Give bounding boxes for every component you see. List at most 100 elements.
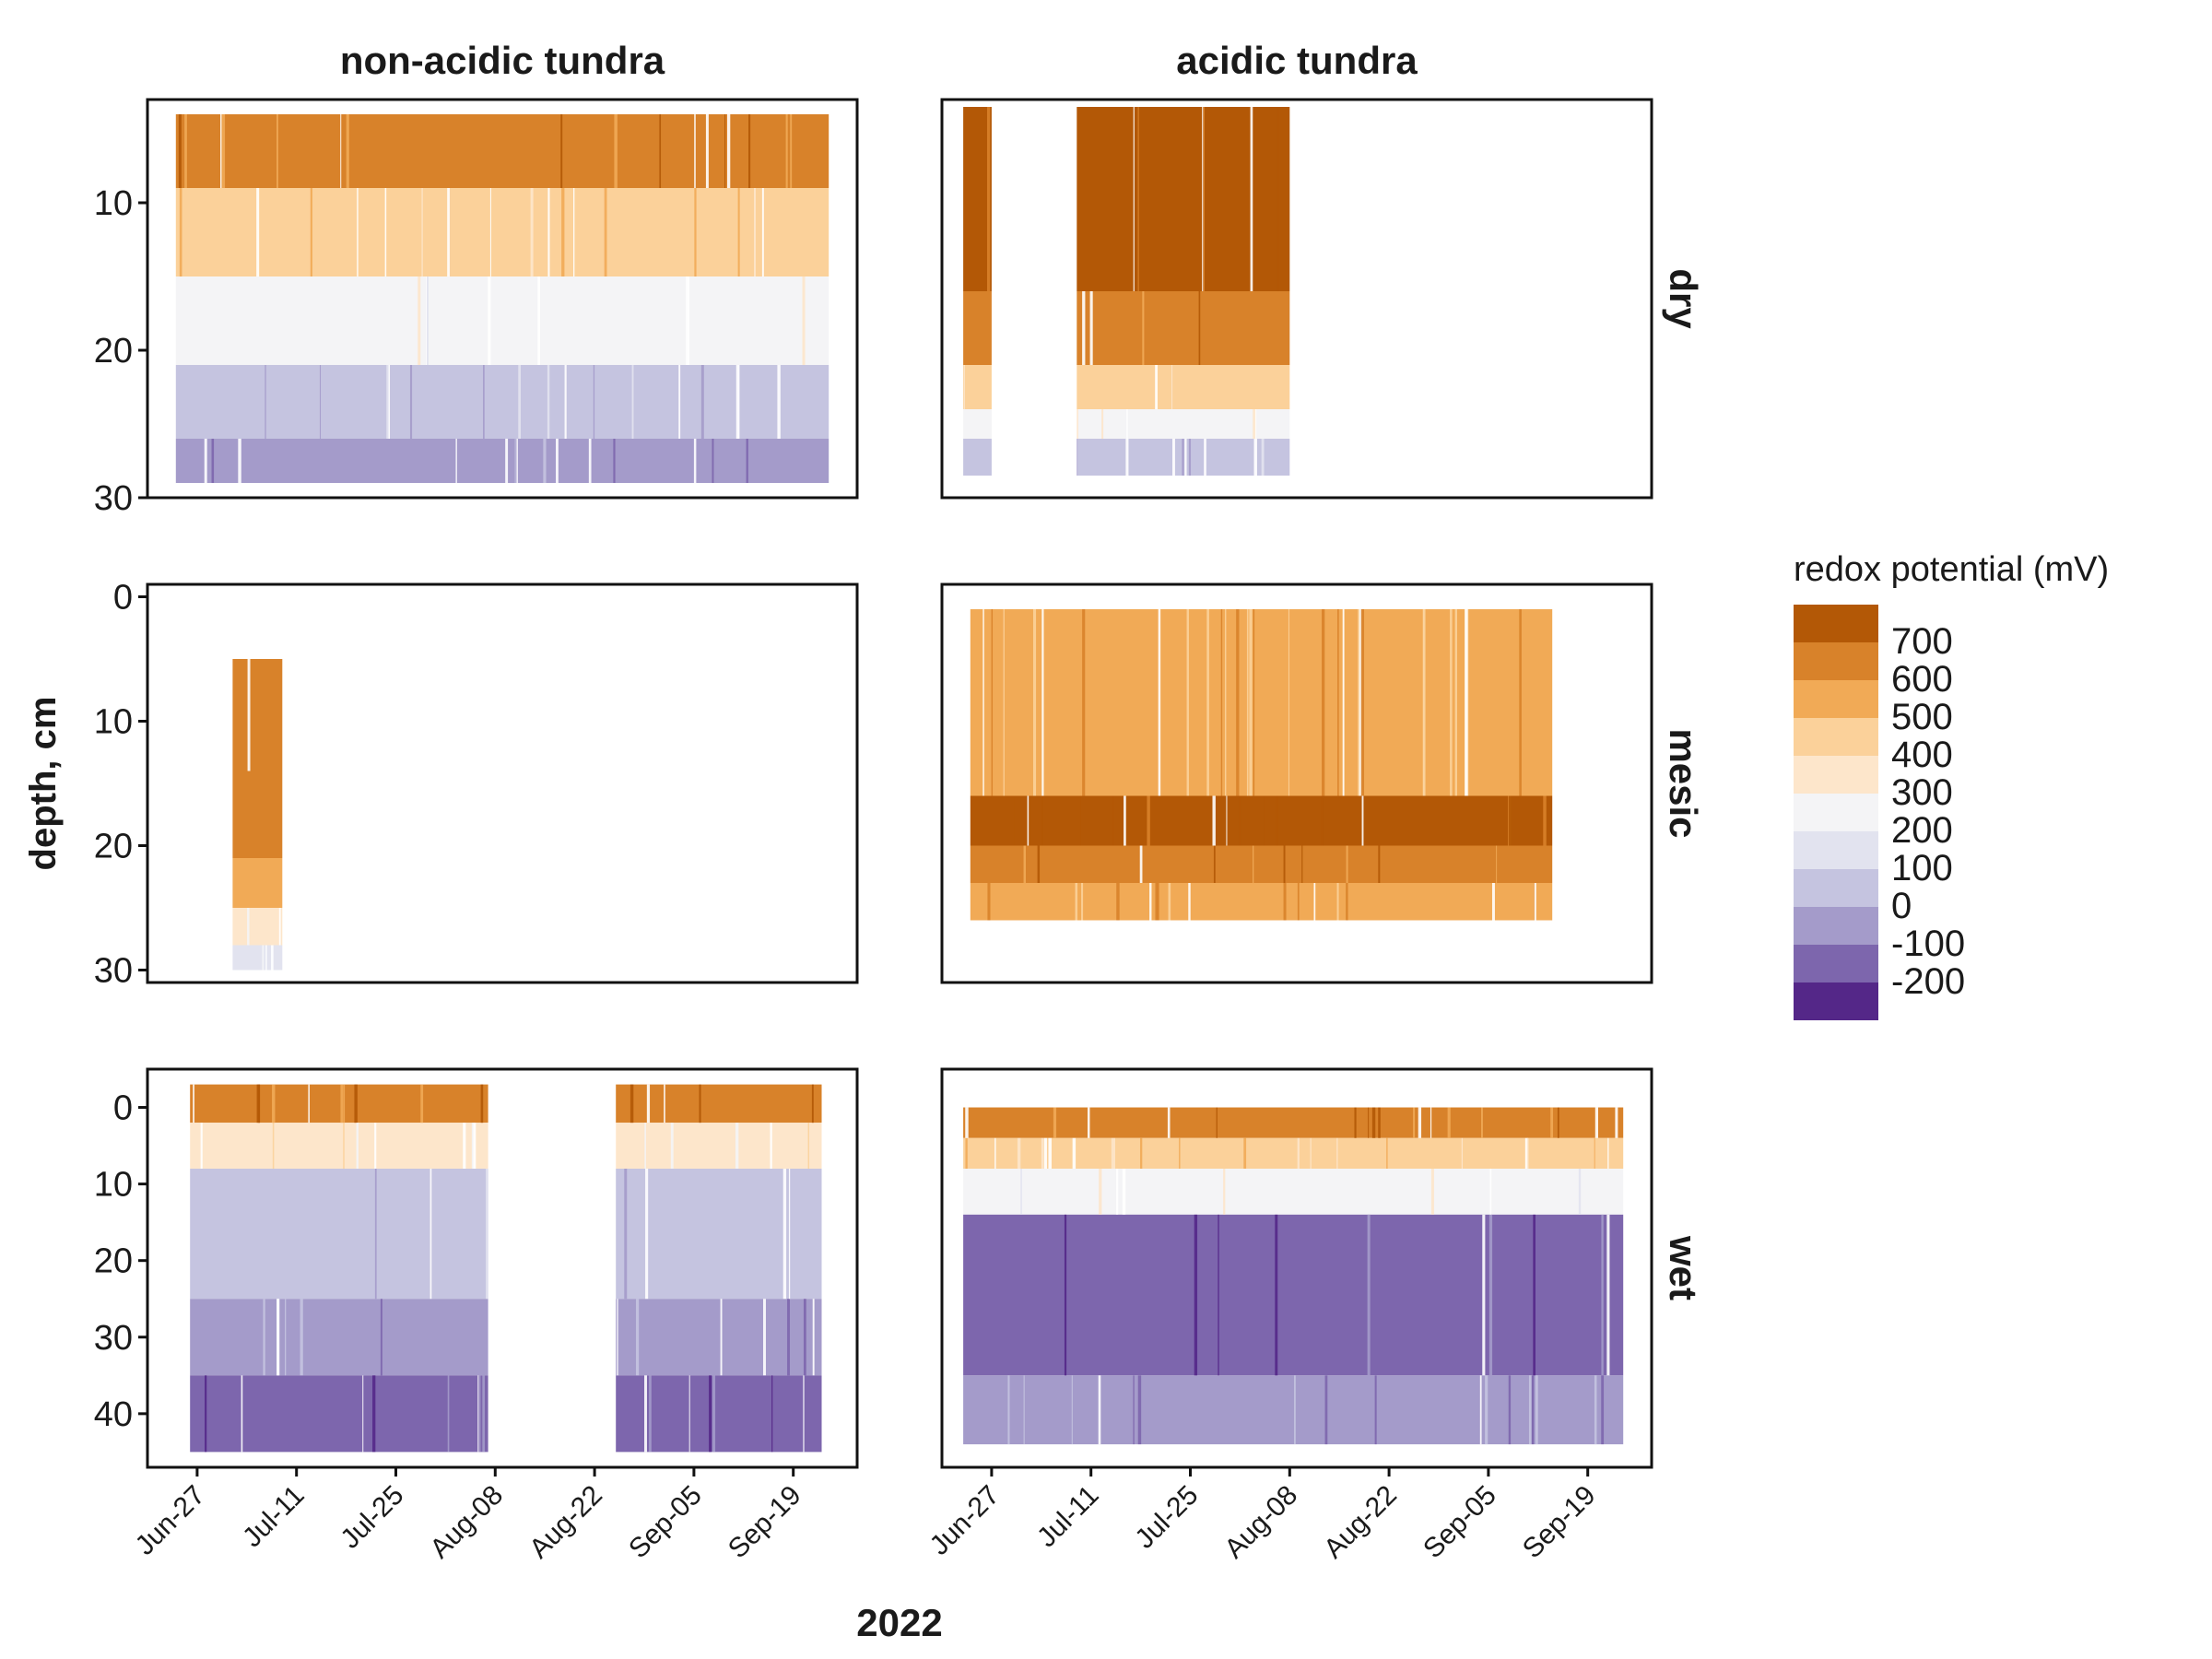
redox-stripe xyxy=(1413,1107,1416,1138)
redox-stripe xyxy=(1322,609,1325,796)
redox-stripe xyxy=(617,1299,618,1376)
redox-stripe xyxy=(1041,609,1044,796)
redox-stripe xyxy=(986,107,991,291)
redox-stripe xyxy=(272,1123,275,1169)
redox-stripe xyxy=(1213,845,1216,883)
redox-stripe xyxy=(204,439,207,483)
redox-stripe xyxy=(727,114,731,188)
redox-stripe xyxy=(735,365,739,439)
redox-stripe xyxy=(1020,1169,1022,1215)
redox-stripe xyxy=(987,883,991,921)
redox-stripe xyxy=(811,1084,814,1124)
redox-stripe xyxy=(649,1375,652,1453)
redox-stripe xyxy=(1496,845,1498,883)
redox-stripe xyxy=(564,365,567,439)
y-tick-label: 0 xyxy=(113,579,133,618)
redox-stripe xyxy=(561,188,565,276)
redox-stripe xyxy=(687,276,690,365)
y-tick-label: 20 xyxy=(94,1242,133,1281)
redox-layer xyxy=(963,1375,1624,1445)
redox-layer xyxy=(963,1169,1624,1215)
redox-stripe xyxy=(1037,845,1041,883)
redox-stripe xyxy=(1359,609,1362,796)
redox-stripe xyxy=(1137,1375,1142,1445)
redox-stripe xyxy=(1519,609,1522,796)
redox-stripe xyxy=(1508,795,1512,846)
redox-stripe xyxy=(256,1084,260,1124)
redox-stripe xyxy=(1450,609,1453,796)
redox-stripe xyxy=(463,1123,466,1169)
redox-layer xyxy=(970,795,1553,846)
legend-swatch xyxy=(1794,680,1878,718)
panel-border xyxy=(940,1067,1653,1469)
redox-stripe xyxy=(688,1375,690,1453)
redox-stripe xyxy=(1183,439,1187,476)
redox-stripe xyxy=(1310,1137,1312,1169)
redox-stripe xyxy=(624,1169,628,1300)
redox-stripe xyxy=(211,439,215,483)
panel-border xyxy=(146,1067,859,1469)
y-tick-label: 40 xyxy=(94,1395,133,1434)
redox-stripe xyxy=(1003,609,1005,796)
redox-stripe xyxy=(635,1299,640,1376)
redox-stripe xyxy=(785,114,788,188)
redox-stripe xyxy=(1225,609,1227,796)
redox-stripe xyxy=(771,1375,773,1453)
redox-stripe xyxy=(357,188,359,276)
redox-stripe xyxy=(982,609,984,796)
redox-stripe xyxy=(1147,795,1150,846)
redox-stripe xyxy=(310,188,312,276)
redox-stripe xyxy=(263,1299,265,1376)
redox-stripe xyxy=(556,439,559,483)
redox-stripe xyxy=(1293,1375,1296,1445)
redox-stripe xyxy=(1479,1375,1482,1445)
redox-stripe xyxy=(238,439,241,483)
redox-stripe xyxy=(1346,883,1348,921)
redox-stripe xyxy=(486,1169,488,1300)
redox-stripe xyxy=(746,439,748,483)
redox-stripe xyxy=(1601,1375,1605,1445)
redox-stripe xyxy=(1043,1137,1047,1169)
redox-stripe xyxy=(1253,439,1256,476)
redox-stripe xyxy=(1378,1107,1381,1138)
redox-stripe xyxy=(1122,1169,1126,1215)
legend-swatch xyxy=(1794,945,1878,982)
redox-stripe xyxy=(1480,1107,1483,1138)
redox-stripe xyxy=(1125,439,1129,476)
redox-stripe xyxy=(1534,883,1536,921)
redox-stripe xyxy=(343,1123,345,1169)
redox-stripe xyxy=(1082,609,1086,796)
redox-layer xyxy=(970,845,1553,883)
redox-stripe xyxy=(1206,609,1209,796)
redox-stripe xyxy=(537,276,540,365)
redox-stripe xyxy=(1186,609,1190,796)
redox-stripe xyxy=(1171,439,1175,476)
redox-stripe xyxy=(1422,609,1426,796)
redox-stripe xyxy=(1064,1214,1067,1376)
redox-stripe xyxy=(1014,795,1016,846)
redox-stripe xyxy=(1615,1107,1618,1138)
redox-stripe xyxy=(1082,291,1086,365)
stripe-texture xyxy=(178,114,806,483)
redox-layer xyxy=(963,1107,1624,1138)
redox-stripe xyxy=(1212,795,1216,846)
panel-border xyxy=(940,98,1653,500)
stripe-texture xyxy=(982,609,1547,921)
redox-stripe xyxy=(588,439,592,483)
redox-stripe xyxy=(1288,609,1290,796)
panel-mesic-non-acidic xyxy=(232,659,283,971)
redox-stripe xyxy=(737,188,740,276)
redox-stripe xyxy=(748,114,751,188)
redox-stripe xyxy=(1533,1214,1535,1376)
redox-stripe xyxy=(963,365,965,409)
redox-stripe xyxy=(1007,1375,1010,1445)
data-gap xyxy=(991,100,1077,498)
redox-stripe xyxy=(354,1084,358,1124)
redox-stripe xyxy=(1543,795,1547,846)
redox-stripe xyxy=(1053,1107,1057,1138)
redox-stripe xyxy=(356,1123,359,1169)
legend-label: 0 xyxy=(1891,886,1912,926)
redox-stripe xyxy=(631,365,634,439)
redox-stripe xyxy=(790,114,793,188)
